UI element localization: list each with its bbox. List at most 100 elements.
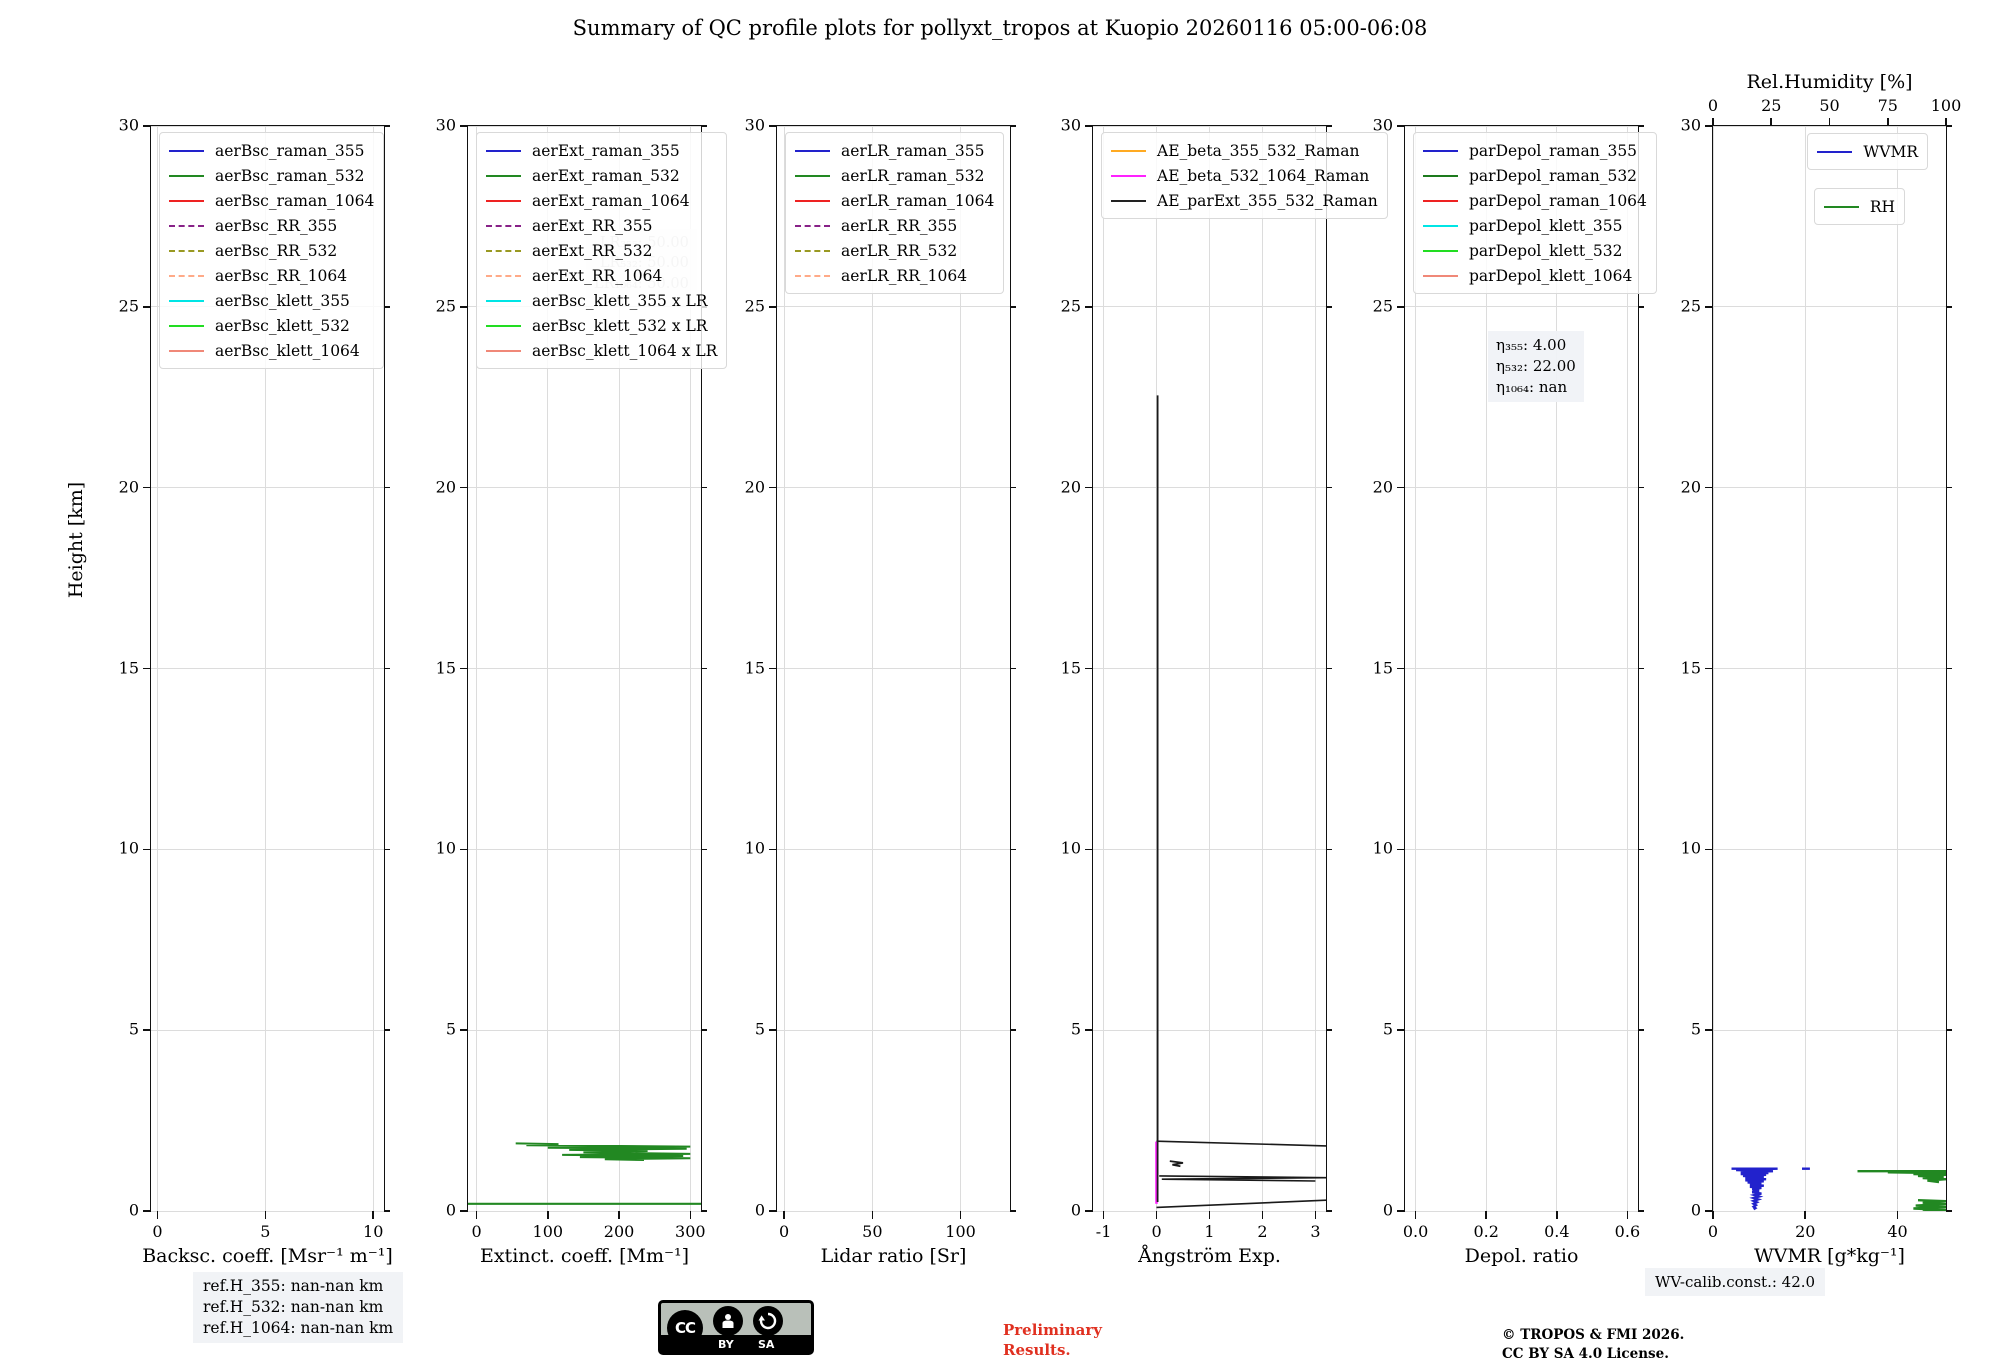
y-tick [460, 1210, 468, 1212]
series-aerExt_raman_532_layer [515, 1142, 691, 1161]
plot-backscatter: 0 5 10 0 5 10 15 20 25 30 aerBsc_raman_355 aerBsc_r… [119, 116, 393, 1267]
x-tick-label: 20 [1795, 1222, 1816, 1241]
y-tick [143, 1029, 151, 1031]
x-tick-label: 100 [945, 1222, 976, 1241]
series-AE_parExt_top_layer [1156, 1140, 1326, 1147]
legend-item: aerBsc_raman_1064 [169, 188, 374, 213]
top-tick-label: 100 [1930, 96, 1962, 115]
annotation-line: η₃₅₅: 4.00 [1496, 336, 1567, 354]
preliminary-line2: Results. [1003, 1341, 1071, 1360]
gridline-y [1713, 668, 1946, 669]
y-tick-label: 20 [118, 477, 139, 497]
gridline-y [468, 668, 701, 669]
legend-item: aerBsc_klett_355 x LR [486, 288, 717, 313]
y-tick-right [1946, 306, 1952, 308]
legend-line-sample [169, 274, 204, 277]
legend-item: aerBsc_klett_1064 [169, 338, 374, 363]
x-tick [475, 1211, 478, 1219]
y-tick-right [1010, 125, 1016, 127]
y-tick [769, 1210, 777, 1212]
y-tick-label: 0 [1070, 1200, 1081, 1220]
reference-height-note: ref.H_355: nan-nan km ref.H_532: nan-nan… [193, 1272, 404, 1343]
gridline-y [151, 487, 384, 489]
legend-item: parDepol_klett_355 [1423, 213, 1647, 238]
x-tick [1712, 1211, 1714, 1219]
x-tick [871, 1211, 874, 1219]
legend-line-sample [486, 299, 521, 302]
gridline-y [1713, 1029, 1946, 1031]
legend-label: aerBsc_raman_1064 [215, 191, 375, 210]
legend-line-sample [1423, 224, 1458, 227]
legend-line-sample [169, 324, 204, 327]
legend-item: aerLR_raman_355 [795, 138, 994, 163]
top-tick [1828, 118, 1831, 126]
gridline-y [1405, 125, 1638, 127]
top-tick [1770, 118, 1773, 126]
legend-backscatter: aerBsc_raman_355 aerBsc_raman_532 aerBsc_r… [159, 132, 385, 369]
cc-by-label: BY [718, 1338, 734, 1351]
legend-line-sample [486, 274, 521, 277]
y-tick-label: 30 [1372, 115, 1393, 135]
y-tick [1397, 486, 1405, 489]
y-tick [1705, 486, 1713, 489]
x-tick-label: 40 [1887, 1222, 1908, 1241]
y-tick [1705, 306, 1713, 308]
x-axis-label-depol: Depol. ratio [1464, 1245, 1579, 1267]
y-tick [1085, 306, 1093, 308]
x-tick-label: 2 [1257, 1222, 1268, 1241]
legend-line-sample [486, 249, 521, 252]
y-tick-label: 20 [1372, 477, 1393, 497]
series-layer-wvmr [1731, 1167, 1946, 1211]
y-tick [1397, 1210, 1405, 1212]
legend-line-sample [169, 349, 204, 352]
y-tick-right [384, 1029, 390, 1031]
y-tick-label: 25 [1060, 296, 1081, 316]
legend-line-sample [1423, 199, 1458, 202]
legend-wvmr: WVMR [1807, 133, 1928, 170]
y-tick-label: 15 [744, 658, 765, 678]
legend-line-sample [486, 174, 521, 177]
y-tick [1397, 306, 1405, 308]
gridline-y [777, 668, 1010, 669]
legend-label: aerLR_raman_355 [841, 141, 985, 160]
y-tick-right [1638, 125, 1644, 127]
y-tick-label: 15 [1680, 658, 1701, 678]
copyright-line1: © TROPOS & FMI 2026. [1502, 1327, 1685, 1343]
legend-item: aerExt_RR_355 [486, 213, 717, 238]
y-tick [769, 125, 777, 127]
x-tick [689, 1211, 692, 1219]
annotation-depol: η₃₅₅: 4.00 η₅₃₂: 22.00 η₁₀₆₄: nan [1488, 331, 1584, 402]
legend-label: aerLR_RR_1064 [841, 266, 968, 285]
y-tick [769, 306, 777, 308]
gridline-y [1405, 1210, 1638, 1212]
legend-item: AE_beta_532_1064_Raman [1111, 163, 1378, 188]
legend-label: WVMR [1863, 142, 1918, 161]
y-tick [1705, 848, 1713, 851]
legend-item: parDepol_klett_1064 [1423, 263, 1647, 288]
ref-h-532: ref.H_532: nan-nan km [203, 1297, 384, 1316]
series-AE_parExt_blob [1169, 1160, 1184, 1168]
legend-wvmr: RH [1813, 188, 1905, 225]
x-tick-label: 0.2 [1473, 1222, 1499, 1241]
x-tick-label: 100 [532, 1222, 564, 1241]
legend-label: parDepol_klett_532 [1469, 241, 1623, 260]
gridline-y [1405, 487, 1638, 489]
y-tick [460, 125, 468, 127]
y-tick-right [384, 125, 390, 127]
ref-h-355: ref.H_355: nan-nan km [203, 1277, 384, 1295]
gridline-y [777, 125, 1010, 127]
legend-item: aerLR_RR_355 [795, 213, 994, 238]
y-tick-right [384, 667, 390, 670]
top-tick-label: 50 [1819, 96, 1840, 115]
x-axis-label-wvmr: WVMR [g*kg⁻¹] [1754, 1245, 1905, 1267]
y-tick-right [1010, 667, 1016, 670]
y-tick-right [701, 1210, 707, 1212]
gridline-y [1093, 306, 1326, 308]
legend-line-sample [1423, 174, 1458, 177]
gridline-y [468, 848, 701, 850]
gridline-y [1405, 668, 1638, 669]
gridline-y [1713, 1210, 1946, 1212]
y-tick-label: 10 [1372, 838, 1393, 858]
y-tick-right [701, 1029, 707, 1031]
y-tick-label: 25 [118, 296, 139, 316]
